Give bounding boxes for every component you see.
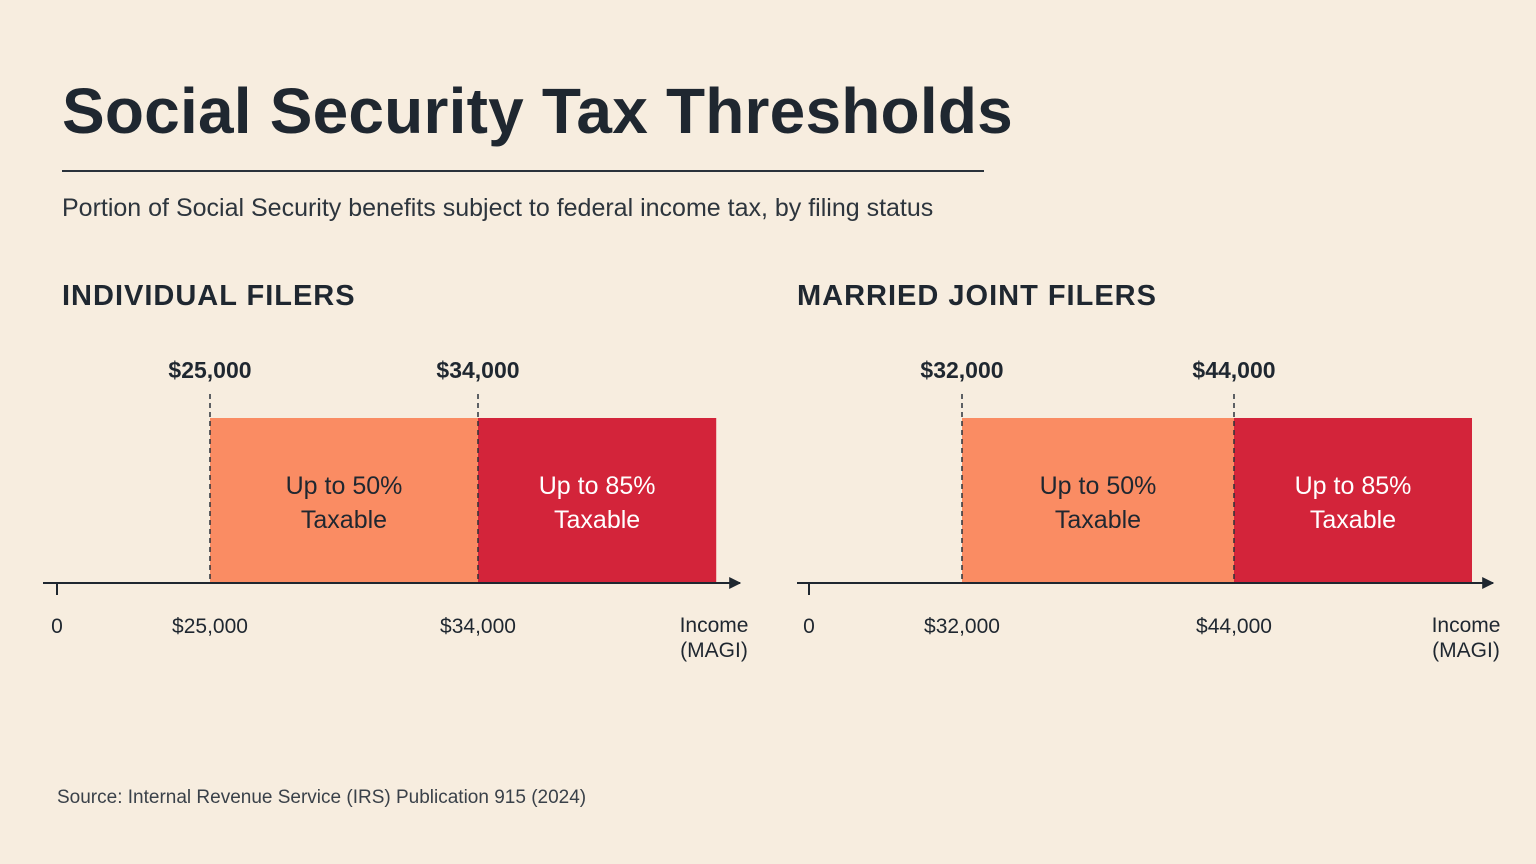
tick-label: $25,000	[172, 615, 248, 638]
tick-label: $34,000	[440, 615, 516, 638]
axis-title: (MAGI)	[680, 639, 748, 662]
threshold-label: $25,000	[168, 357, 251, 383]
axis-title: Income	[680, 614, 749, 637]
tick-label-zero: 0	[51, 615, 63, 638]
page-title: Social Security Tax Thresholds	[62, 75, 1013, 147]
axis-title: (MAGI)	[1432, 639, 1500, 662]
title-divider	[62, 170, 984, 172]
band-label: Taxable	[1310, 506, 1396, 534]
axis-title: Income	[1432, 614, 1501, 637]
band-label: Taxable	[301, 506, 387, 534]
band-50-percent	[210, 418, 478, 583]
individual-filers-title: INDIVIDUAL FILERS	[62, 280, 356, 312]
tick-label-zero: 0	[803, 615, 815, 638]
band-50-percent	[962, 418, 1234, 583]
source-note: Source: Internal Revenue Service (IRS) P…	[57, 787, 587, 808]
threshold-label: $32,000	[920, 357, 1003, 383]
threshold-label: $44,000	[1192, 357, 1275, 383]
band-label: Taxable	[554, 506, 640, 534]
band-label: Up to 50%	[286, 472, 403, 500]
tick-label: $32,000	[924, 615, 1000, 638]
threshold-label: $34,000	[436, 357, 519, 383]
band-85-percent	[1234, 418, 1472, 583]
page-subtitle: Portion of Social Security benefits subj…	[62, 194, 934, 222]
band-label: Up to 85%	[1295, 472, 1412, 500]
married-joint-filers-chart: Up to 50% Taxable Up to 85% Taxable $32,000 $…	[797, 357, 1500, 662]
individual-filers-chart: Up to 50% Taxable Up to 85% Taxable $25,000 $…	[43, 357, 748, 662]
married-joint-filers-title: MARRIED JOINT FILERS	[797, 280, 1157, 312]
band-label: Up to 50%	[1040, 472, 1157, 500]
band-85-percent	[478, 418, 717, 583]
tick-label: $44,000	[1196, 615, 1272, 638]
band-label: Up to 85%	[539, 472, 656, 500]
band-label: Taxable	[1055, 506, 1141, 534]
